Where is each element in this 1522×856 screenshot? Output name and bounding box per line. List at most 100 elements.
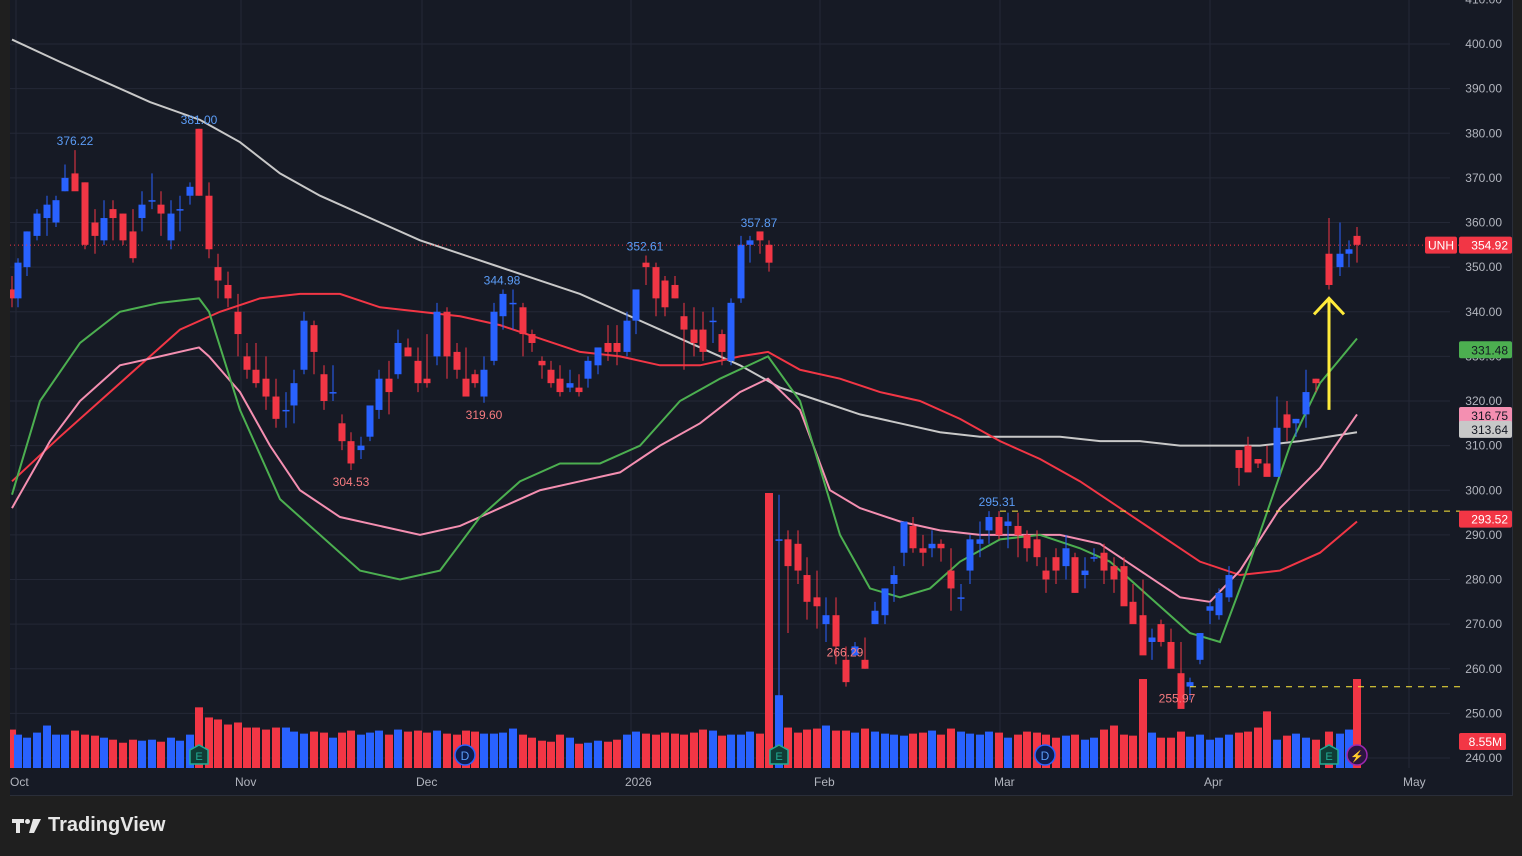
candle-down[interactable] [272, 396, 280, 419]
tradingview-logo[interactable]: TradingView [12, 814, 165, 837]
candle-down[interactable] [947, 570, 955, 589]
candle-down[interactable] [604, 342, 612, 352]
candle-down[interactable] [861, 659, 869, 669]
candle-up[interactable] [851, 646, 859, 656]
candle-up[interactable] [727, 302, 735, 361]
candle-down[interactable] [252, 369, 260, 384]
candle-down[interactable] [91, 222, 99, 236]
candle-down[interactable] [1110, 566, 1118, 580]
candle-up[interactable] [290, 383, 298, 406]
candle-down[interactable] [528, 334, 536, 343]
candle-up[interactable] [709, 320, 717, 323]
candle-down[interactable] [756, 231, 764, 241]
candle-up[interactable] [928, 543, 936, 549]
candle-down[interactable] [195, 128, 203, 196]
candle-down[interactable] [794, 543, 802, 571]
earnings-event-icon[interactable] [1319, 744, 1339, 765]
candle-up[interactable] [394, 342, 402, 375]
chart-frame[interactable]: 376.22 381.00 304.53 344.98 319.60 352.61 357.… [10, 0, 1513, 796]
candle-down[interactable] [10, 289, 16, 299]
candle-down[interactable] [832, 615, 840, 647]
candle-down[interactable] [404, 347, 412, 357]
candle-down[interactable] [1353, 235, 1361, 245]
candle-up[interactable] [61, 177, 69, 192]
candle-down[interactable] [937, 543, 945, 549]
candle-down[interactable] [803, 575, 811, 602]
candle-up[interactable] [775, 539, 783, 541]
candle-up[interactable] [1336, 253, 1344, 268]
candle-down[interactable] [690, 329, 698, 343]
candle-down[interactable] [813, 597, 821, 607]
candle-down[interactable] [1254, 459, 1262, 464]
dividend-event-icon[interactable] [1034, 744, 1056, 766]
candle-down[interactable] [680, 316, 688, 330]
candle-up[interactable] [1225, 575, 1233, 598]
candle-up[interactable] [1302, 392, 1310, 415]
candle-down[interactable] [1129, 601, 1137, 625]
candle-up[interactable] [1062, 548, 1070, 567]
candle-down[interactable] [784, 539, 792, 567]
candle-down[interactable] [1157, 624, 1165, 642]
earnings-event-icon[interactable] [189, 744, 209, 765]
candle-down[interactable] [471, 374, 479, 384]
candle-up[interactable] [100, 218, 108, 241]
candle-down[interactable] [613, 342, 621, 352]
candle-up[interactable] [1273, 427, 1281, 477]
candle-down[interactable] [1177, 673, 1185, 709]
candle-down[interactable] [462, 378, 470, 397]
candle-down[interactable] [243, 356, 251, 370]
candle-down[interactable] [1071, 557, 1079, 593]
candle-up[interactable] [976, 539, 984, 544]
candle-down[interactable] [224, 284, 232, 299]
candle-up[interactable] [375, 378, 383, 410]
candle-down[interactable] [423, 378, 431, 384]
candle-up[interactable] [985, 517, 993, 531]
candle-down[interactable] [1235, 450, 1243, 468]
candle-up[interactable] [900, 521, 908, 553]
candle-up[interactable] [33, 213, 41, 236]
candle-down[interactable] [81, 182, 89, 245]
candle-up[interactable] [1148, 637, 1156, 642]
candle-up[interactable] [138, 204, 146, 219]
candle-up[interactable] [890, 575, 898, 584]
candle-up[interactable] [632, 289, 640, 321]
candle-down[interactable] [519, 307, 527, 335]
price-chart[interactable]: 376.22 381.00 304.53 344.98 319.60 352.61 357.… [10, 0, 1512, 795]
candle-down[interactable] [1023, 534, 1031, 549]
candle-down[interactable] [909, 525, 917, 549]
candle-down[interactable] [414, 360, 422, 384]
candle-down[interactable] [661, 280, 669, 308]
candle-up[interactable] [300, 320, 308, 370]
candle-down[interactable] [320, 374, 328, 401]
candle-up[interactable] [1186, 682, 1194, 687]
candle-down[interactable] [1263, 463, 1271, 477]
candle-up[interactable] [881, 588, 889, 616]
candle-up[interactable] [966, 539, 974, 571]
candle-up[interactable] [329, 392, 337, 394]
candle-up[interactable] [282, 409, 290, 412]
candle-up[interactable] [148, 200, 156, 202]
candle-up[interactable] [737, 244, 745, 299]
candle-down[interactable] [1033, 539, 1041, 558]
candle-down[interactable] [575, 387, 583, 393]
candle-up[interactable] [23, 231, 31, 268]
candle-down[interactable] [129, 231, 137, 259]
candle-up[interactable] [746, 240, 754, 245]
candle-down[interactable] [109, 209, 117, 219]
candle-down[interactable] [214, 267, 222, 281]
candle-up[interactable] [176, 209, 184, 211]
candle-down[interactable] [995, 517, 1003, 535]
candle-up[interactable] [1081, 570, 1089, 576]
candle-up[interactable] [433, 311, 441, 357]
candle-down[interactable] [1120, 566, 1128, 607]
candle-down[interactable] [1014, 525, 1022, 535]
candle-down[interactable] [310, 325, 318, 352]
dividend-event-icon[interactable] [454, 744, 476, 766]
candle-up[interactable] [167, 213, 175, 241]
candle-down[interactable] [443, 311, 451, 357]
candle-up[interactable] [52, 200, 60, 223]
candle-down[interactable] [842, 659, 850, 683]
candle-down[interactable] [699, 329, 707, 352]
candle-up[interactable] [623, 320, 631, 352]
candle-down[interactable] [347, 441, 355, 464]
